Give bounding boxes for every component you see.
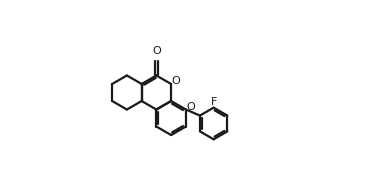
Text: O: O: [171, 76, 180, 86]
Text: F: F: [211, 97, 217, 107]
Text: O: O: [152, 46, 161, 56]
Text: O: O: [186, 102, 195, 112]
